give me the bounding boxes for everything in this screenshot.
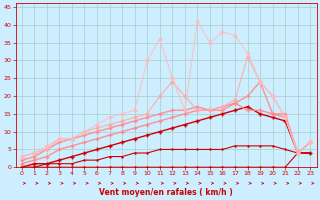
X-axis label: Vent moyen/en rafales ( km/h ): Vent moyen/en rafales ( km/h ) — [99, 188, 233, 197]
